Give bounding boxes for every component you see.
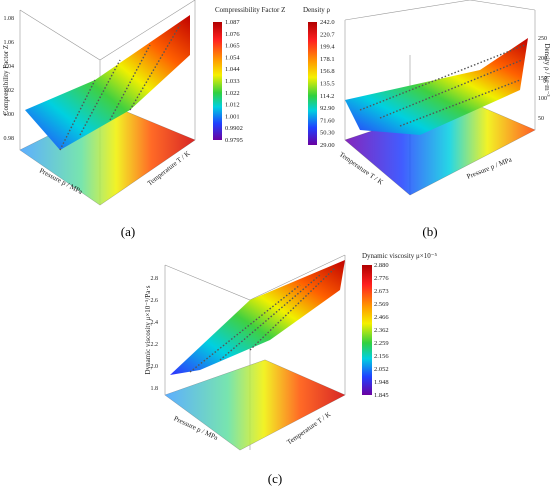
panel-b [308,0,536,196]
colorbar-tick-label: 0.9795 [225,137,243,144]
colorbar-tick-label: 1.076 [225,31,240,38]
colorbar-tick-label: 114.2 [320,93,334,100]
colorbar-tick-label: 2.362 [374,327,389,334]
z-axis-title: Dynamic viscosity μ×10⁻⁵/Pa·s [144,285,152,374]
z-tick-label: 2.0 [151,364,159,370]
panel-label: (a) [121,224,135,239]
colorbar [213,22,222,140]
panel-c [164,254,372,451]
z-tick-label: 2.6 [151,298,159,304]
colorbar-tick-label: 2.156 [374,353,389,360]
panel-a [19,0,222,206]
colorbar-tick-label: 220.7 [320,31,335,38]
colorbar-tick-label: 2.052 [374,366,389,373]
colorbar-tick-label: 1.044 [225,66,240,73]
data-points [189,267,336,373]
colorbar-title: Dynamic viscosity μ×10⁻⁵ [362,252,437,260]
colorbar-tick-label: 1.948 [374,379,389,386]
z-tick-label: 0.98 [4,136,15,142]
colorbar-tick-label: 2.569 [374,301,389,308]
colorbar-tick-label: 2.673 [374,288,389,295]
z-tick-label: 1.00 [4,112,15,118]
z-tick-label: 2.4 [151,320,159,326]
colorbar-tick-label: 50.30 [320,130,335,137]
colorbar-tick-label: 2.776 [374,275,389,282]
colorbar-tick-label: 1.087 [225,19,240,26]
colorbar-tick-label: 92.90 [320,105,335,112]
z-tick-label: 200 [538,56,547,62]
colorbar-tick-label: 242.0 [320,19,335,26]
colorbar [362,265,372,395]
colorbar-tick-label: 1.022 [225,90,240,97]
z-tick-label: 1.04 [4,64,15,70]
colorbar-tick-label: 71.60 [320,117,335,124]
floor-contour [165,360,345,450]
colorbar-tick-label: 199.4 [320,44,335,51]
z-tick-label: 2.8 [151,276,159,282]
colorbar-tick-label: 2.880 [374,262,389,269]
z-tick-label: 100 [538,96,547,102]
colorbar-tick-label: 1.001 [225,113,240,120]
colorbar-tick-label: 1.054 [225,54,240,61]
colorbar-tick-label: 0.9902 [225,125,243,132]
colorbar-tick-label: 1.033 [225,78,240,85]
surface [345,38,528,135]
colorbar-tick-label: 156.8 [320,68,335,75]
floor-contour [345,100,535,195]
z-tick-label: 50 [538,116,544,122]
panel-label: (c) [268,471,282,486]
colorbar-title: Density ρ [303,6,331,14]
colorbar-tick-label: 1.845 [374,392,389,399]
z-tick-label: 1.08 [4,16,15,22]
z-tick-label: 1.8 [151,386,159,392]
colorbar-tick-label: 2.466 [374,314,389,321]
surface [170,260,345,375]
z-axis-title: Compressibility Factor Z [2,45,10,115]
colorbar-tick-label: 2.259 [374,340,389,347]
z-tick-label: 2.2 [151,342,159,348]
colorbar-tick-label: 1.065 [225,43,240,50]
colorbar [308,22,317,145]
panel-label: (b) [422,224,437,239]
z-axis-title: Density ρ / kg·m⁻³ [543,43,550,96]
colorbar-tick-label: 178.1 [320,56,335,63]
colorbar-tick-label: 1.012 [225,102,240,109]
colorbar-title: Compressibility Factor Z [215,6,285,14]
data-points [359,44,526,127]
colorbar-tick-label: 135.5 [320,81,335,88]
z-tick-label: 1.02 [4,88,15,94]
data-points [59,24,181,151]
z-tick-label: 250 [538,36,547,42]
z-tick-label: 150 [538,76,547,82]
z-tick-label: 1.06 [4,40,15,46]
colorbar-tick-label: 29.00 [320,142,335,149]
